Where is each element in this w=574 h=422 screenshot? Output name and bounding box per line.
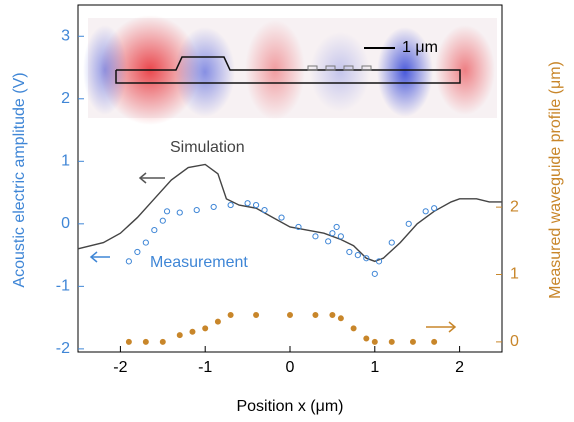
profile-point: [189, 328, 196, 335]
y2-tick-label: 1: [510, 266, 519, 283]
measurement-point: [193, 206, 200, 214]
measurement-point: [295, 223, 302, 231]
measurement-point: [333, 223, 340, 231]
y2-tick-label: 0: [510, 333, 519, 350]
profile-point: [214, 318, 221, 325]
measurement-point: [210, 203, 217, 211]
measurement-point: [431, 205, 438, 212]
measurement-point: [278, 214, 285, 221]
measurement-point: [176, 209, 183, 216]
profile-point: [125, 338, 132, 345]
measurement-point: [405, 220, 412, 227]
x-axis-label: Position x (μm): [236, 398, 343, 415]
measurement-point: [142, 239, 149, 246]
profile-point: [159, 338, 166, 345]
profile-point: [388, 338, 395, 345]
profile-point: [312, 311, 319, 318]
profile-point: [329, 311, 336, 318]
profile-point: [337, 315, 344, 322]
profile-point: [350, 325, 357, 332]
measurement-point: [134, 248, 141, 256]
measurement-point: [422, 208, 429, 215]
profile-point: [409, 338, 416, 345]
measurement-point: [159, 217, 166, 224]
measurement-point: [151, 226, 158, 234]
y2-axis-label: Measured waveguide profile (μm): [547, 61, 564, 299]
measurement-point: [163, 208, 171, 215]
y-axis-label: Acoustic electric amplitude (V): [11, 72, 28, 287]
measurement-point: [325, 238, 332, 245]
measurement-point: [252, 201, 260, 209]
measurement-point: [388, 239, 395, 246]
profile-point: [287, 311, 293, 318]
measurement-point: [337, 233, 344, 240]
profile-point: [431, 338, 438, 345]
profile-point: [176, 332, 183, 339]
x-tick-label: 1: [370, 359, 379, 376]
inset-field-map: 1 μm: [83, 15, 497, 125]
annotation-arrows: [89, 172, 457, 333]
y-tick-label: 2: [61, 90, 70, 107]
x-tick-label: 2: [455, 359, 464, 376]
profile-point: [227, 311, 234, 318]
simulation-line: [77, 163, 502, 263]
x-tick-label: -1: [198, 359, 212, 376]
measurement-point: [125, 258, 132, 265]
measurement-point: [227, 201, 234, 209]
inset-scale-label: 1 μm: [402, 39, 438, 56]
y-tick-label: 1: [61, 153, 70, 170]
profile-point: [363, 335, 370, 342]
measurement-point: [375, 258, 383, 265]
profile-point: [371, 338, 378, 345]
measurement-point: [354, 251, 361, 259]
measurement-point: [363, 255, 370, 262]
measurement-point: [329, 230, 336, 237]
measurement-point: [261, 206, 268, 214]
measurement-point: [244, 200, 251, 207]
x-tick-label: -2: [113, 359, 127, 376]
profile-point: [202, 325, 209, 332]
simulation-annotation: Simulation: [170, 139, 245, 156]
measurement-point: [312, 233, 319, 240]
measurement-point: [346, 248, 353, 256]
x-tick-label: 0: [286, 359, 295, 376]
y-tick-label: 3: [61, 27, 70, 44]
y-tick-label: 0: [61, 215, 70, 232]
y2-tick-label: 2: [510, 198, 519, 215]
profile-point: [253, 311, 260, 318]
measurement-point: [371, 270, 378, 277]
measurement-annotation: Measurement: [150, 254, 248, 271]
y-tick-label: -2: [56, 340, 70, 357]
y-tick-label: -1: [56, 278, 70, 295]
profile-point: [142, 338, 149, 345]
